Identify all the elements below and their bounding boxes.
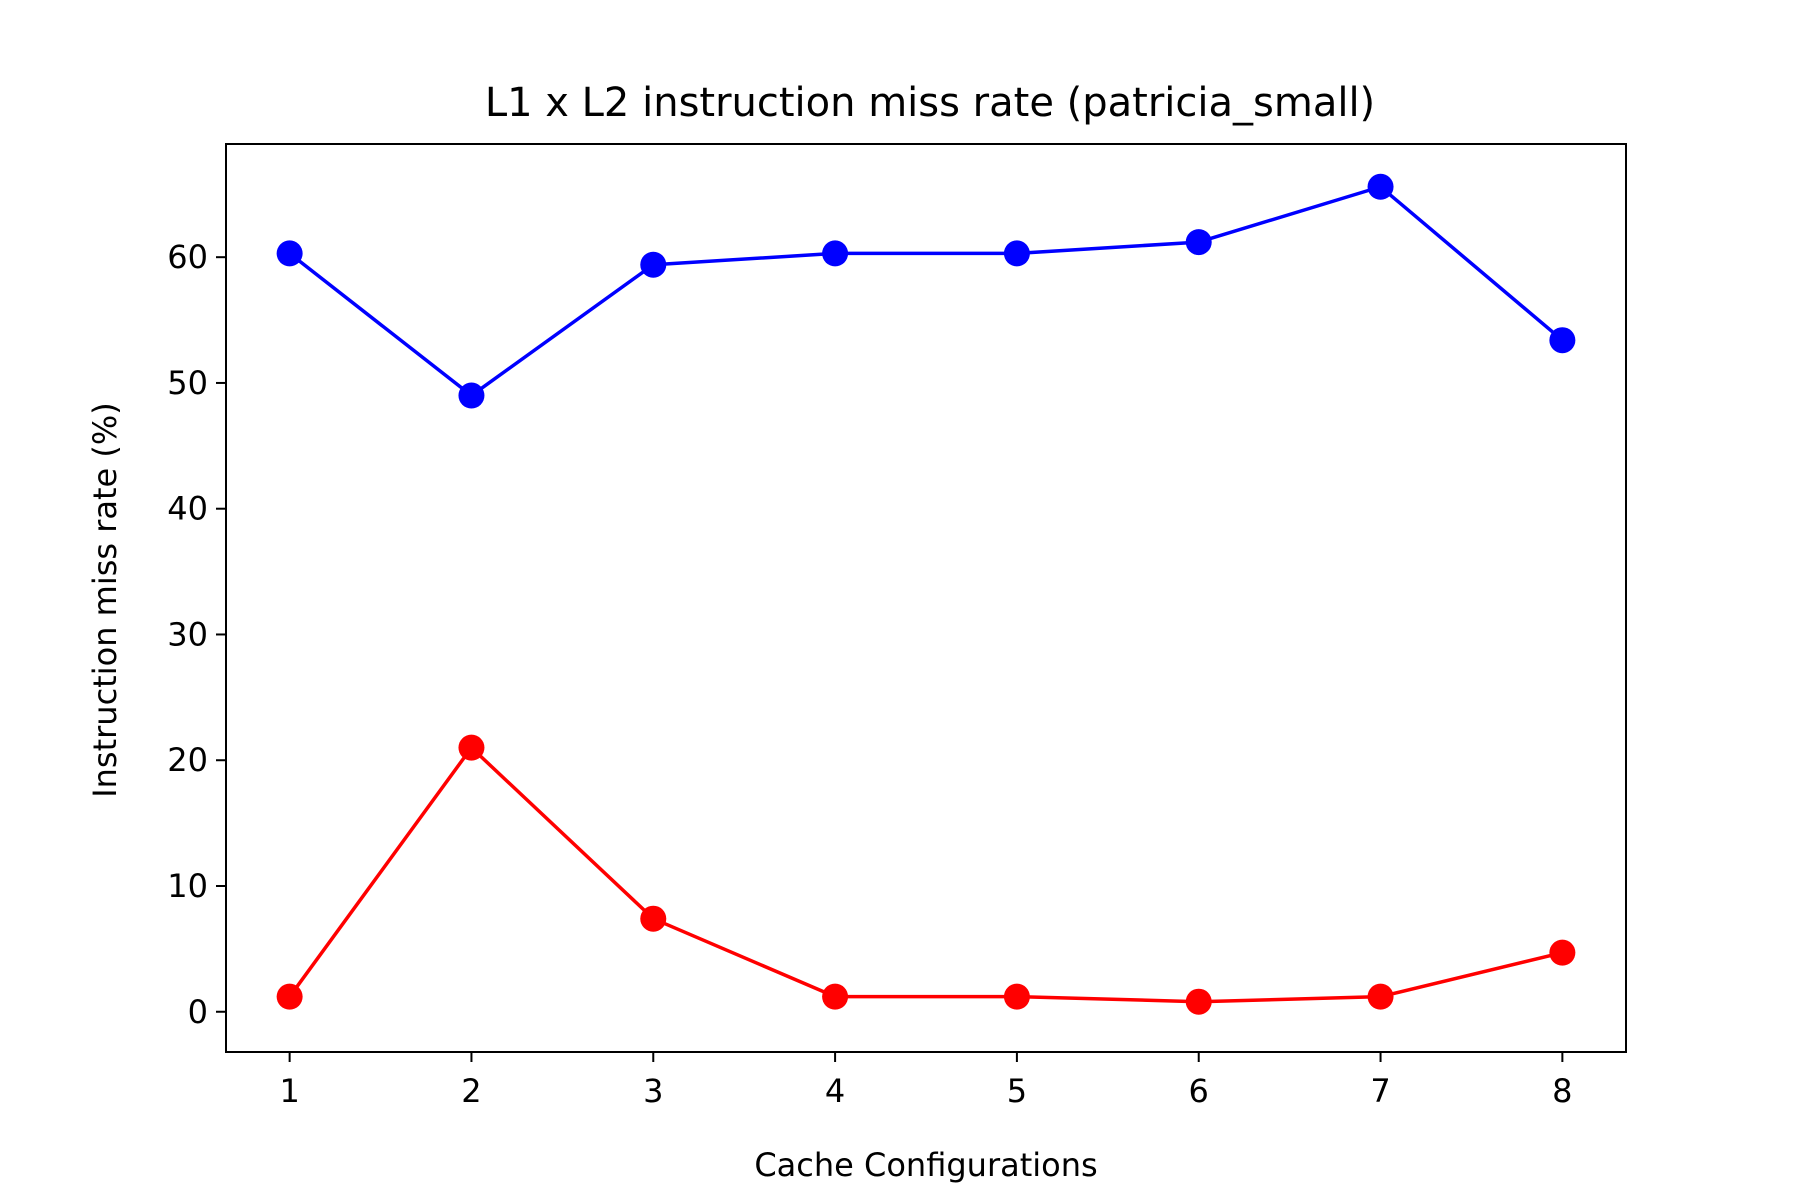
series-1: [276, 173, 1576, 409]
data-point: [640, 251, 667, 278]
y-tick-label: 40: [167, 490, 208, 528]
data-point: [640, 905, 667, 932]
data-point: [1185, 988, 1212, 1015]
plot-area: [276, 173, 1576, 1015]
x-axis-label: Cache Configurations: [754, 1146, 1097, 1184]
y-tick-label: 10: [167, 867, 208, 905]
x-tick-label: 6: [1189, 1072, 1209, 1110]
x-tick-label: 5: [1007, 1072, 1027, 1110]
x-tick-label: 2: [461, 1072, 481, 1110]
data-point: [1185, 229, 1212, 256]
data-point: [276, 240, 303, 267]
x-axis: 1 2 3 4 5 6 7 8: [279, 1052, 1573, 1110]
data-point: [1549, 327, 1576, 354]
data-point: [822, 240, 849, 267]
x-tick-label: 3: [643, 1072, 663, 1110]
data-point: [1003, 240, 1030, 267]
x-tick-label: 8: [1552, 1072, 1572, 1110]
data-point: [1367, 983, 1394, 1010]
y-tick-label: 50: [167, 364, 208, 402]
x-tick-label: 1: [279, 1072, 299, 1110]
y-tick-label: 0: [188, 993, 208, 1031]
y-axis-label: Instruction miss rate (%): [86, 402, 124, 798]
data-point: [458, 734, 485, 761]
x-tick-label: 7: [1370, 1072, 1390, 1110]
y-tick-label: 20: [167, 741, 208, 779]
y-tick-label: 30: [167, 615, 208, 653]
data-point: [1367, 173, 1394, 200]
series-line: [288, 745, 1563, 1004]
y-axis: 0 10 20 30 40 50 60: [167, 238, 226, 1031]
data-point: [276, 983, 303, 1010]
x-tick-label: 4: [825, 1072, 845, 1110]
data-point: [458, 382, 485, 409]
plot-frame: [225, 143, 1627, 1053]
y-tick-label: 60: [167, 238, 208, 276]
series-line: [288, 185, 1564, 398]
data-point: [1003, 983, 1030, 1010]
data-point: [1549, 939, 1576, 966]
series-2: [276, 734, 1576, 1015]
chart-title: L1 x L2 instruction miss rate (patricia_…: [485, 80, 1375, 126]
data-point: [822, 983, 849, 1010]
